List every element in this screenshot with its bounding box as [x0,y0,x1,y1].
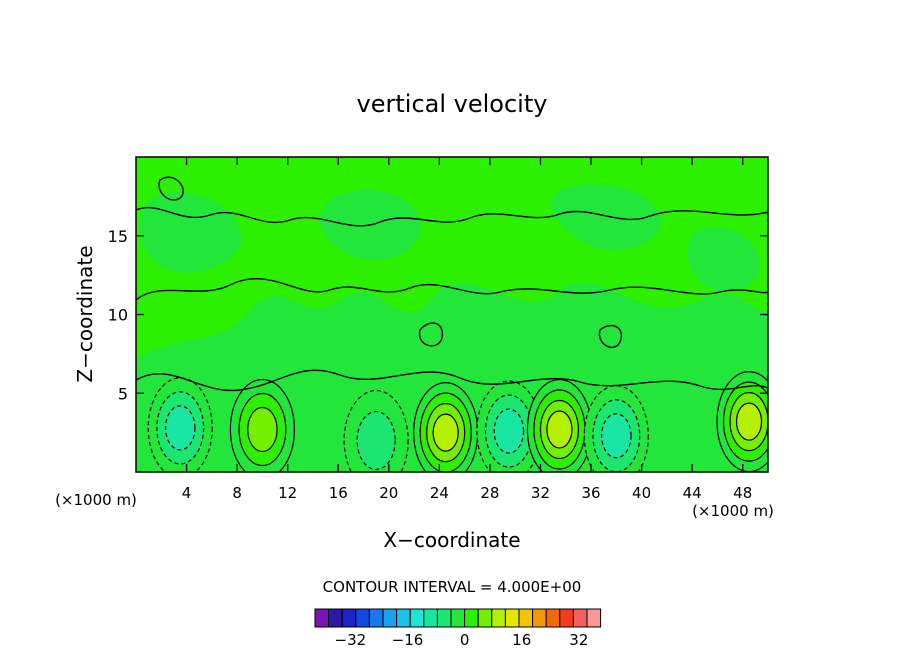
velocity-cell [164,405,196,451]
x-tick-label: 36 [581,484,600,502]
colorbar-swatch [436,608,452,628]
chart-title: vertical velocity [357,90,548,118]
y-tick-label: 10 [108,306,128,325]
colorbar-swatch [382,608,398,628]
x-unit-right: (×1000 m) [692,502,774,520]
colorbar-swatch [532,608,547,628]
x-axis-label: X−coordinate [383,528,520,552]
x-tick-label: 40 [632,484,651,502]
colorbar-swatch [409,608,425,628]
colorbar: −32 −16 0 16 32 [314,608,602,649]
x-tick-label: 8 [232,484,242,502]
colorbar-swatch [491,608,506,628]
velocity-cell [432,413,459,452]
colorbar-tick-label: −32 [335,631,367,649]
colorbar-swatch [355,608,370,628]
colorbar-tick-label: 16 [512,631,531,649]
x-tick-label: 12 [278,484,297,502]
colorbar-swatch [341,608,357,628]
x-tick-label: 28 [480,484,499,502]
x-tick-label: 24 [430,484,449,502]
y-tick-label: 5 [118,384,128,403]
colorbar-swatch [396,608,411,628]
colorbar-swatch [464,608,479,628]
colorbar-swatch [504,608,520,628]
velocity-cell [356,410,396,471]
upper-patch-1 [139,191,242,273]
colorbar-swatch [314,608,330,628]
x-tick-label: 16 [329,484,348,502]
colorbar-swatch [572,608,588,628]
velocity-cell [735,402,763,441]
x-tick-label: 44 [683,484,702,502]
y-tick-label: 15 [108,227,128,246]
colorbar-swatch [368,608,384,628]
velocity-cell [601,413,632,459]
colorbar-tick-label: 32 [569,631,588,649]
colorbar-swatch [545,608,561,628]
contour-lines [136,176,768,392]
velocity-cell [247,406,278,453]
feature-layer [147,371,768,472]
y-axis: 5 10 15 [108,227,768,403]
colorbar-swatch [518,608,534,628]
plot-area [136,157,768,472]
colorbar-swatch [477,608,493,628]
colorbar-tick-label: −16 [392,631,424,649]
colorbar-swatch [586,608,602,628]
x-tick-label: 20 [379,484,398,502]
upper-patch-4 [687,227,760,293]
x-unit-left: (×1000 m) [55,491,137,509]
colorbar-tick-label: 0 [460,631,470,649]
upper-patch-3 [551,184,662,251]
colorbar-swatch [423,608,438,628]
velocity-cell [493,408,525,454]
x-axis: 4 8 12 16 20 24 28 32 36 40 44 48 [182,157,752,502]
y-axis-label: Z−coordinate [73,245,97,382]
colorbar-swatch [559,608,574,628]
colorbar-swatch [450,608,466,628]
contour-interval-label: CONTOUR INTERVAL = 4.000E+00 [323,578,582,596]
x-tick-label: 32 [531,484,550,502]
x-tick-label: 48 [733,484,752,502]
colorbar-swatch [328,608,343,628]
x-tick-label: 4 [182,484,192,502]
velocity-cell [546,410,573,449]
